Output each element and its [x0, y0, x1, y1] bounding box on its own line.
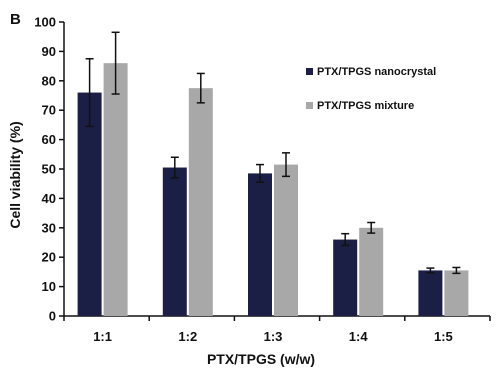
y-axis-label: Cell viability (%) [7, 121, 23, 228]
y-tick-label: 90 [42, 44, 56, 59]
x-axis-label: PTX/TPGS (w/w) [207, 351, 315, 367]
y-tick-label: 20 [42, 250, 56, 265]
y-tick-label: 30 [42, 220, 56, 235]
bar-mixture [188, 88, 213, 317]
bar-nanocrystal [248, 173, 272, 316]
bar-mixture [359, 227, 384, 316]
legend-label: PTX/TPGS mixture [317, 100, 414, 112]
legend: PTX/TPGS nanocrystal PTX/TPGS mixture [306, 66, 436, 112]
bar-mixture [444, 270, 469, 316]
legend-swatch [306, 102, 313, 109]
x-tick-label: 1:4 [349, 329, 369, 344]
legend-swatch [306, 68, 313, 75]
x-tick-label: 1:3 [264, 329, 283, 344]
y-axis: 0 10 20 30 40 50 60 70 80 90 100 [34, 15, 65, 324]
legend-label: PTX/TPGS nanocrystal [317, 66, 436, 78]
y-tick-label: 40 [42, 191, 56, 206]
y-tick-label: 50 [42, 162, 56, 177]
bar-nanocrystal [333, 239, 358, 316]
y-tick-label: 70 [42, 103, 56, 118]
x-tick-label: 1:1 [93, 329, 112, 344]
error-bars [85, 31, 461, 275]
y-tick-label: 60 [42, 132, 56, 147]
bar-nanocrystal [77, 92, 102, 316]
x-tick-label: 1:5 [434, 329, 453, 344]
x-tick-label: 1:2 [178, 329, 197, 344]
bar-mixture [274, 164, 298, 316]
bar-mixture [103, 63, 128, 316]
y-tick-label: 100 [34, 15, 56, 30]
y-tick-label: 0 [49, 309, 56, 324]
y-tick-label: 80 [42, 73, 56, 88]
x-axis: 1:1 1:2 1:3 1:4 1:5 [63, 315, 491, 344]
panel-label: B [10, 11, 21, 28]
bar-nanocrystal [162, 167, 187, 316]
bar-nanocrystal [418, 270, 443, 316]
y-tick-label: 10 [42, 279, 56, 294]
bars [77, 63, 469, 317]
